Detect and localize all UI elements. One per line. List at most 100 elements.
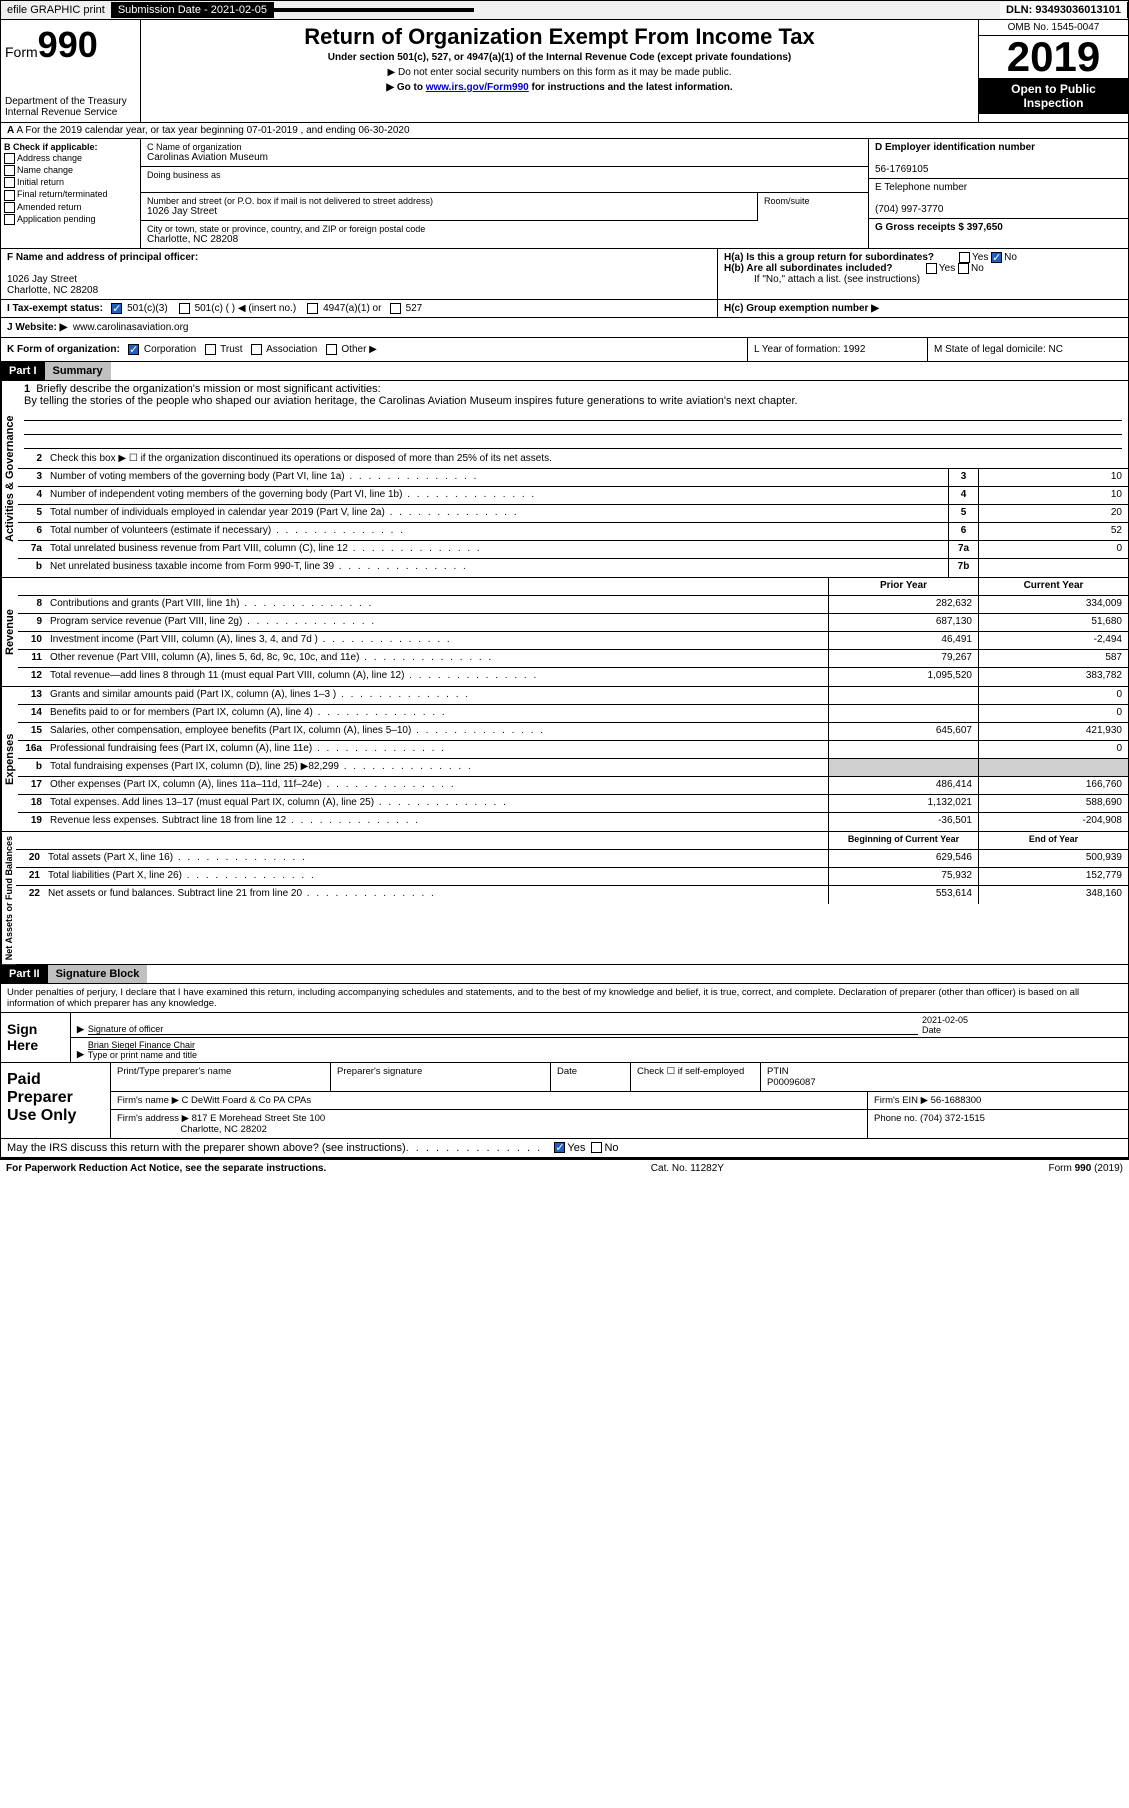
gov-vlabel: Activities & Governance <box>1 381 18 577</box>
net-section: Net Assets or Fund Balances Beginning of… <box>0 832 1129 965</box>
net-vlabel: Net Assets or Fund Balances <box>1 832 16 964</box>
line-4: 4Number of independent voting members of… <box>18 487 1128 505</box>
part1-num: Part I <box>1 362 45 380</box>
part1-bar: Part I Summary <box>0 362 1129 381</box>
line-17: 17Other expenses (Part IX, column (A), l… <box>18 777 1128 795</box>
cb-address[interactable]: Address change <box>4 153 137 164</box>
firm-ein: 56-1688300 <box>931 1095 982 1106</box>
blank-btn <box>274 8 474 12</box>
part2-bar: Part II Signature Block <box>0 965 1129 984</box>
sign-here-row: Sign Here ▶ Signature of officer 2021-02… <box>1 1012 1128 1062</box>
submission-date: Submission Date - 2021-02-05 <box>112 2 274 18</box>
row-i: I Tax-exempt status: 501(c)(3) 501(c) ( … <box>1 300 718 317</box>
prep-header: Print/Type preparer's name Preparer's si… <box>111 1063 1128 1092</box>
line-1: 1 Briefly describe the organization's mi… <box>18 381 1128 451</box>
line-16a: 16aProfessional fundraising fees (Part I… <box>18 741 1128 759</box>
footer: For Paperwork Reduction Act Notice, see … <box>0 1158 1129 1177</box>
declaration: Under penalties of perjury, I declare th… <box>1 984 1128 1012</box>
ein: 56-1769105 <box>875 164 928 175</box>
form-number: 990 <box>38 24 98 65</box>
footer-left: For Paperwork Reduction Act Notice, see … <box>6 1163 326 1174</box>
officer-sig-line: ▶ Signature of officer 2021-02-05Date <box>71 1013 1128 1038</box>
cb-amended[interactable]: Amended return <box>4 202 137 213</box>
firm-name: C DeWitt Foard & Co PA CPAs <box>182 1095 312 1106</box>
col-c: C Name of organization Carolinas Aviatio… <box>141 139 868 248</box>
discuss-row: May the IRS discuss this return with the… <box>1 1138 1128 1157</box>
header-center: Return of Organization Exempt From Incom… <box>141 20 978 122</box>
line-21: 21Total liabilities (Part X, line 26)75,… <box>16 868 1128 886</box>
firm-phone: (704) 372-1515 <box>920 1113 985 1124</box>
gross-receipts: G Gross receipts $ 397,650 <box>875 222 1003 233</box>
row-j: J Website: ▶ www.carolinasaviation.org <box>0 318 1129 338</box>
open-to-public: Open to Public Inspection <box>979 78 1128 114</box>
preparer-row: Paid Preparer Use Only Print/Type prepar… <box>1 1062 1128 1138</box>
note-ssn: ▶ Do not enter social security numbers o… <box>145 67 974 78</box>
part2-num: Part II <box>1 965 48 983</box>
part1-title: Summary <box>45 362 111 380</box>
line-11: 11Other revenue (Part VIII, column (A), … <box>18 650 1128 668</box>
paid-preparer-label: Paid Preparer Use Only <box>1 1063 111 1138</box>
row-k: K Form of organization: Corporation Trus… <box>1 338 748 361</box>
line-13: 13Grants and similar amounts paid (Part … <box>18 687 1128 705</box>
rev-vlabel: Revenue <box>1 578 18 686</box>
line-18: 18Total expenses. Add lines 13–17 (must … <box>18 795 1128 813</box>
line-6: 6Total number of volunteers (estimate if… <box>18 523 1128 541</box>
line-20: 20Total assets (Part X, line 16)629,5465… <box>16 850 1128 868</box>
part2-title: Signature Block <box>48 965 148 983</box>
gross-cell: G Gross receipts $ 397,650 <box>869 219 1128 236</box>
cb-name[interactable]: Name change <box>4 165 137 176</box>
i-hc-row: I Tax-exempt status: 501(c)(3) 501(c) ( … <box>0 300 1129 318</box>
website: www.carolinasaviation.org <box>73 322 189 333</box>
dba-cell: Doing business as <box>141 167 868 193</box>
footer-mid: Cat. No. 11282Y <box>651 1163 724 1174</box>
addr-row: Number and street (or P.O. box if mail i… <box>141 193 868 221</box>
row-a: A A For the 2019 calendar year, or tax y… <box>0 123 1129 139</box>
line-15: 15Salaries, other compensation, employee… <box>18 723 1128 741</box>
line-3: 3Number of voting members of the governi… <box>18 469 1128 487</box>
street-addr: 1026 Jay Street <box>147 206 751 217</box>
form-header: Form990 Department of the Treasury Inter… <box>0 20 1129 123</box>
mission-text: By telling the stories of the people who… <box>24 395 798 407</box>
net-header-row: Beginning of Current Year End of Year <box>16 832 1128 850</box>
line-14: 14Benefits paid to or for members (Part … <box>18 705 1128 723</box>
gov-lines: 1 Briefly describe the organization's mi… <box>18 381 1128 577</box>
header-right: OMB No. 1545-0047 2019 Open to Public In… <box>978 20 1128 122</box>
org-name-cell: C Name of organization Carolinas Aviatio… <box>141 139 868 167</box>
line-12: 12Total revenue—add lines 8 through 11 (… <box>18 668 1128 686</box>
telephone: (704) 997-3770 <box>875 204 943 215</box>
gov-section: Activities & Governance 1 Briefly descri… <box>0 381 1129 578</box>
ptin: P00096087 <box>767 1077 816 1088</box>
col-d: D Employer identification number 56-1769… <box>868 139 1128 248</box>
row-h: H(a) Is this a group return for subordin… <box>718 249 1128 299</box>
irs-link[interactable]: www.irs.gov/Form990 <box>426 82 529 93</box>
efile-label: efile GRAPHIC print <box>1 2 112 18</box>
col-begin: Beginning of Current Year <box>828 832 978 849</box>
dept-treasury: Department of the Treasury <box>5 96 136 107</box>
rev-section: Revenue Prior Year Current Year 8Contrib… <box>0 578 1129 687</box>
city-cell: City or town, state or province, country… <box>141 221 868 248</box>
form-title: Return of Organization Exempt From Incom… <box>145 24 974 50</box>
line-9: 9Program service revenue (Part VIII, lin… <box>18 614 1128 632</box>
cb-final[interactable]: Final return/terminated <box>4 189 137 200</box>
fh-row: F Name and address of principal officer:… <box>0 249 1129 300</box>
cb-pending[interactable]: Application pending <box>4 214 137 225</box>
col-header-row: Prior Year Current Year <box>18 578 1128 596</box>
street-cell: Number and street (or P.O. box if mail i… <box>141 193 758 221</box>
note-link: ▶ Go to www.irs.gov/Form990 for instruct… <box>145 82 974 93</box>
footer-right: Form 990 (2019) <box>1049 1163 1123 1174</box>
col-b: B Check if applicable: Address change Na… <box>1 139 141 248</box>
line-7a: 7aTotal unrelated business revenue from … <box>18 541 1128 559</box>
signature-section: Under penalties of perjury, I declare th… <box>0 984 1129 1158</box>
line-5: 5Total number of individuals employed in… <box>18 505 1128 523</box>
form-subtitle: Under section 501(c), 527, or 4947(a)(1)… <box>145 52 974 63</box>
col-end: End of Year <box>978 832 1128 849</box>
col-curr: Current Year <box>978 578 1128 595</box>
dln: DLN: 93493036013101 <box>1000 2 1128 18</box>
cb-initial[interactable]: Initial return <box>4 177 137 188</box>
row-hc: H(c) Group exemption number ▶ <box>718 300 1128 317</box>
bcd-block: B Check if applicable: Address change Na… <box>0 139 1129 249</box>
row-l: L Year of formation: 1992 <box>748 338 928 361</box>
ein-cell: D Employer identification number 56-1769… <box>869 139 1128 179</box>
row-klm: K Form of organization: Corporation Trus… <box>0 338 1129 362</box>
city-addr: Charlotte, NC 28208 <box>147 234 862 245</box>
